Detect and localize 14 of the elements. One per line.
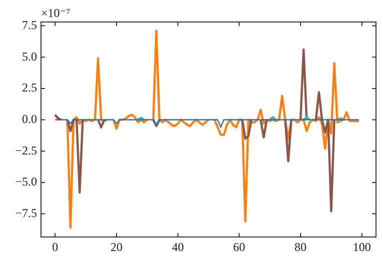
x-tick-label: 80 [294,240,307,254]
x-tick-label: 100 [352,240,371,254]
text: ×10⁻⁷ [41,6,70,20]
x-tick-label: 60 [233,240,246,254]
y-tick-label: 0.0 [22,112,37,126]
x-tick-label: 0 [52,240,58,254]
x-tick-label: 40 [172,240,184,254]
y-tick-label: 2.5 [22,80,37,95]
y-tick-label: 5.0 [22,49,37,64]
y-tick-label: −2.5 [15,143,37,158]
y-tick-label: 7.5 [22,18,37,32]
y-tick-label: −5.0 [15,174,37,189]
y-tick-label: −7.5 [15,206,37,220]
x-tick-label: 20 [110,240,122,254]
